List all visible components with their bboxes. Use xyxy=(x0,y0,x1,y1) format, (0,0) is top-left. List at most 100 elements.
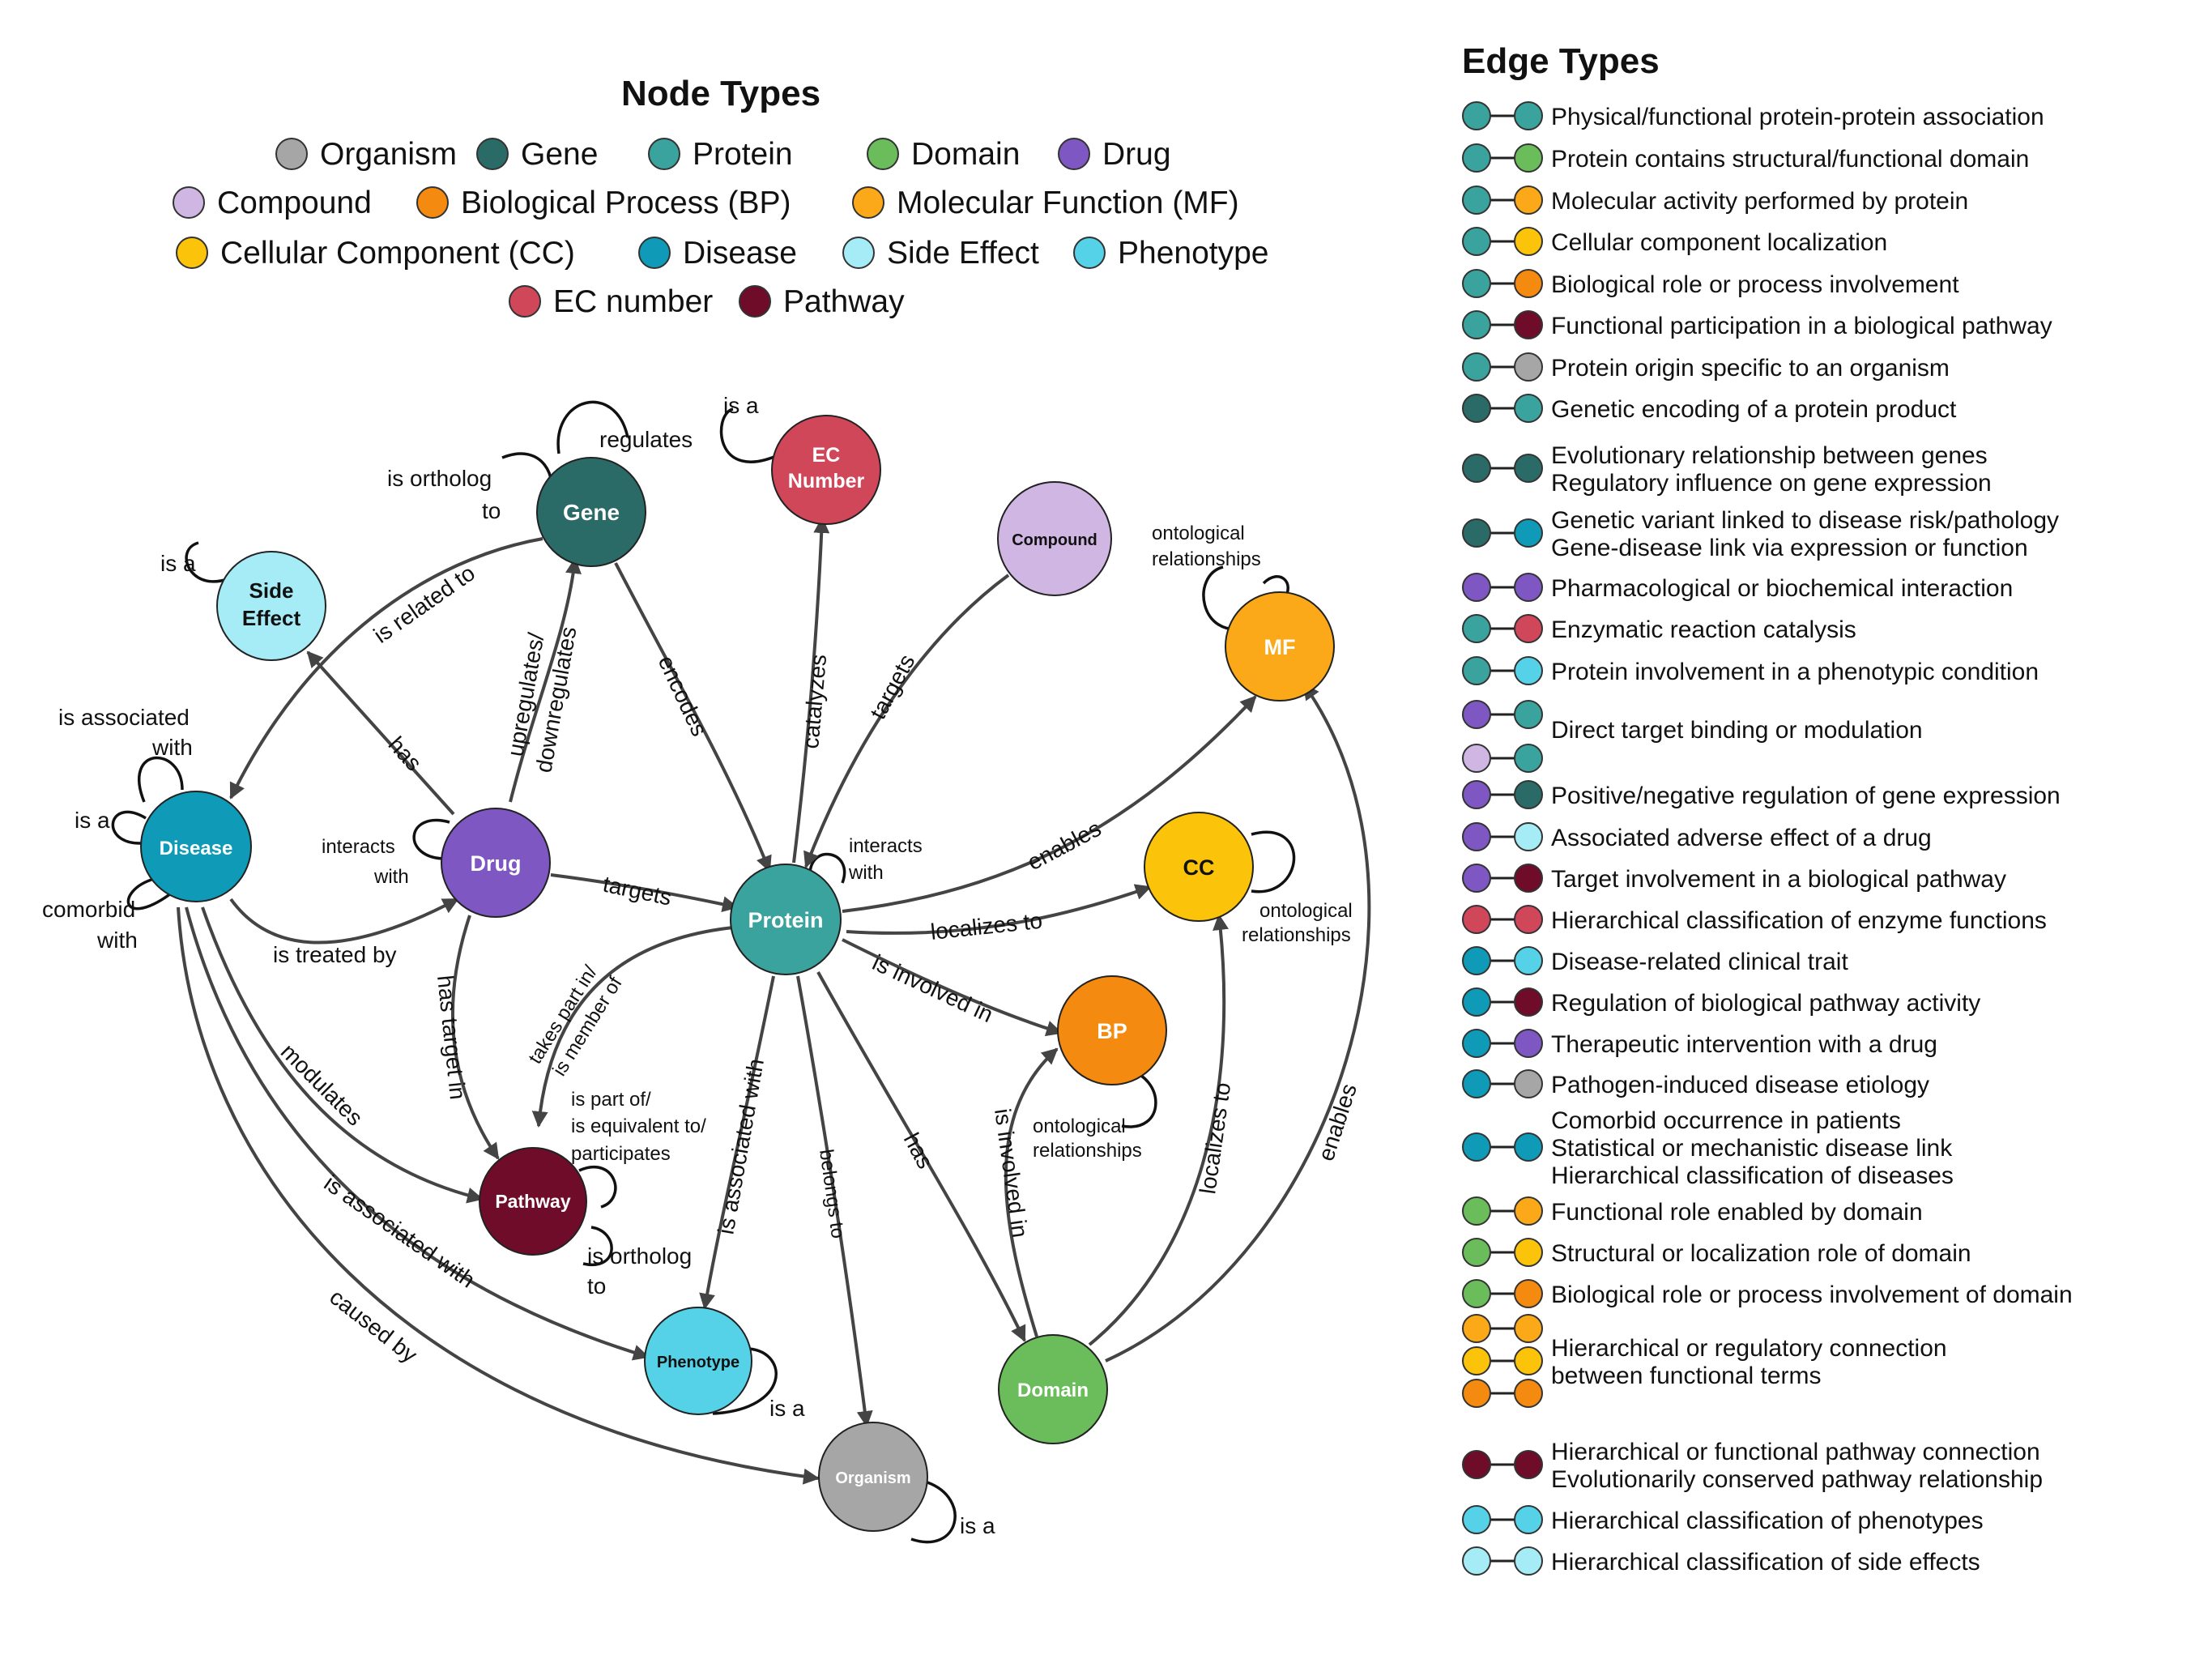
node-bp-label: BP xyxy=(1097,1019,1127,1043)
node-legend-item: Drug xyxy=(1058,137,1171,172)
edge-legend-swatch-target xyxy=(1514,394,1543,423)
edge-legend-item: Comorbid occurrence in patientsStatistic… xyxy=(1462,1107,1954,1189)
edge-protein-organism xyxy=(796,975,873,1427)
node-compound: Compound xyxy=(997,481,1112,596)
edge-domain-bp xyxy=(1004,1047,1059,1337)
edge-legend-swatch-source xyxy=(1462,780,1491,809)
edge-drug-protein xyxy=(550,873,739,913)
label-protein-interacts-2: with xyxy=(848,862,884,884)
label-domain-localizes: localizes to xyxy=(1195,1081,1235,1195)
edge-legend-item: Hierarchical classification of enzyme fu… xyxy=(1462,905,2047,934)
label-compound-targets: targets xyxy=(865,650,920,723)
edge-legend-label: Therapeutic intervention with a drug xyxy=(1551,1031,1937,1058)
label-has-target-in: has target in xyxy=(433,974,471,1101)
edge-legend-swatch-source xyxy=(1462,1196,1491,1226)
loop-drug-interacts xyxy=(412,819,450,860)
edge-protein-bp xyxy=(842,938,1063,1037)
node-legend-label: Biological Process (BP) xyxy=(461,186,791,220)
edge-legend-label: Regulatory influence on gene expression xyxy=(1551,470,1992,497)
node-mf-label: MF xyxy=(1264,635,1296,659)
edge-legend-item: Target involvement in a biological pathw… xyxy=(1462,864,2006,893)
node-legend-item: EC number xyxy=(509,284,713,319)
edge-legend-item: Functional participation in a biological… xyxy=(1462,310,2052,339)
edge-legend-item: Biological role or process involvement o… xyxy=(1462,1279,2073,1308)
node-legend-label: Domain xyxy=(911,137,1020,172)
edge-legend-label: Enzymatic reaction catalysis xyxy=(1551,616,1856,643)
edge-protein-mf xyxy=(842,695,1257,913)
edge-legend-label: Hierarchical classification of enzyme fu… xyxy=(1551,907,2047,934)
node-legend-item: Disease xyxy=(638,236,797,271)
node-legend-label: Organism xyxy=(320,137,457,172)
node-gene-circle xyxy=(536,457,646,567)
edge-legend-item: Therapeutic intervention with a drug xyxy=(1462,1029,1937,1058)
node-legend-label: EC number xyxy=(553,284,713,319)
edge-legend-label: Target involvement in a biological pathw… xyxy=(1551,866,2006,893)
edge-legend-label: Disease-related clinical trait xyxy=(1551,949,1848,975)
edge-legend-swatch-target xyxy=(1514,614,1543,643)
edge-legend-label: Positive/negative regulation of gene exp… xyxy=(1551,783,2061,809)
node-protein-circle xyxy=(730,864,842,975)
edge-legend-swatch-target xyxy=(1514,101,1543,130)
node-phenotype-circle xyxy=(644,1307,752,1415)
node-compound-label: Compound xyxy=(1012,531,1097,549)
edge-legend-item: Hierarchical or regulatory connectionbet… xyxy=(1462,1314,1947,1408)
edge-legend-swatch-target xyxy=(1514,905,1543,934)
edge-legend-item: Cellular component localization xyxy=(1462,227,1887,256)
node-legend-swatch xyxy=(509,285,541,318)
node-legend-item: Compound xyxy=(173,186,372,220)
node-types-title: Node Types xyxy=(621,74,820,113)
edge-legend-swatch-target xyxy=(1514,1069,1543,1098)
label-protein-assoc: is associated with xyxy=(713,1057,769,1236)
node-legend-item: Domain xyxy=(867,137,1020,172)
edge-legend-swatch-source xyxy=(1462,1314,1491,1343)
edge-legend-item: Pathogen-induced disease etiology xyxy=(1462,1069,1929,1098)
node-pathway: Pathway xyxy=(479,1147,587,1256)
edges xyxy=(111,400,1371,1544)
node-legend-label: Pathway xyxy=(783,284,905,319)
label-protein-interacts-1: interacts xyxy=(849,835,923,857)
label-bp-onto-1: ontological xyxy=(1033,1115,1126,1137)
edge-legend-label: Biological role or process involvement o… xyxy=(1551,1282,2073,1308)
nodes: Gene EC Number Compound Side Effect MF D… xyxy=(140,415,1335,1532)
node-legend-swatch xyxy=(176,237,208,269)
edge-legend-items: Physical/functional protein-protein asso… xyxy=(1462,101,2073,1576)
edge-legend-item: Positive/negative regulation of gene exp… xyxy=(1462,780,2061,809)
node-disease: Disease xyxy=(140,791,252,902)
node-legend-swatch xyxy=(416,186,449,219)
edge-domain-mf xyxy=(1105,683,1371,1363)
edge-drug-side-effect xyxy=(306,650,455,816)
edge-legend-swatch-source xyxy=(1462,573,1491,602)
node-cc-label: CC xyxy=(1183,855,1215,880)
edge-types-title: Edge Types xyxy=(1462,41,1660,81)
edge-legend-label: Genetic encoding of a protein product xyxy=(1551,396,1957,423)
node-legend-label: Cellular Component (CC) xyxy=(220,236,575,271)
label-pathway-part-3: participates xyxy=(571,1143,671,1165)
node-organism-label: Organism xyxy=(835,1469,910,1487)
edge-legend-label: Molecular activity performed by protein xyxy=(1551,188,1968,215)
edge-legend-item: Hierarchical or functional pathway conne… xyxy=(1462,1439,2043,1493)
edge-protein-cc xyxy=(846,884,1152,935)
label-pathway-ortholog-1: is ortholog xyxy=(587,1243,692,1269)
node-legend-label: Gene xyxy=(521,137,598,172)
node-organism-circle xyxy=(818,1422,928,1532)
edge-legend-swatch-target xyxy=(1514,1132,1543,1162)
loop-disease-assoc xyxy=(138,756,184,803)
edge-legend-item: Evolutionary relationship between genesR… xyxy=(1462,442,1992,497)
edge-legend-swatch-source xyxy=(1462,352,1491,382)
edge-drug-gene xyxy=(509,557,582,803)
edge-legend-label: Protein involvement in a phenotypic cond… xyxy=(1551,659,2039,685)
edge-legend-swatch-source xyxy=(1462,1546,1491,1576)
edge-legend-swatch-source xyxy=(1462,822,1491,851)
edge-disease-pathway xyxy=(201,906,484,1204)
edge-legend-item: Genetic variant linked to disease risk/p… xyxy=(1462,507,2059,561)
edge-legend-swatch-source xyxy=(1462,101,1491,130)
loop-organism-is-a xyxy=(910,1481,957,1544)
edge-legend-label: Gene-disease link via expression or func… xyxy=(1551,535,2028,561)
node-legend-item: Cellular Component (CC) xyxy=(176,236,575,271)
edge-legend-swatch-source xyxy=(1462,1505,1491,1534)
edge-legend-label: Cellular component localization xyxy=(1551,229,1887,256)
label-disease-comorbid-2: with xyxy=(96,928,138,953)
node-side-effect-label-1: Side xyxy=(249,578,294,603)
node-legend-swatch xyxy=(275,138,308,170)
